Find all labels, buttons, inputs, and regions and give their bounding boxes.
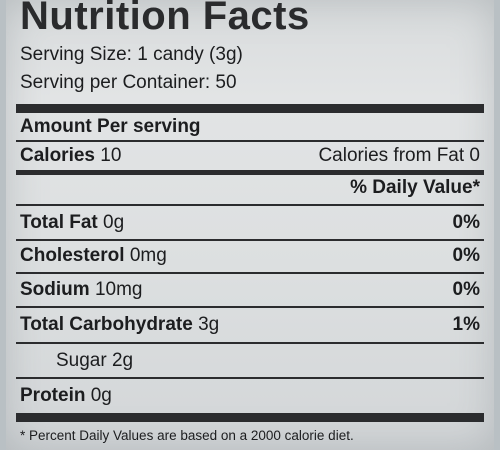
nutrient-label: Cholesterol <box>20 245 125 266</box>
nutrient-amount: 0g <box>90 385 112 406</box>
nutrient-amount: 2g <box>111 350 134 371</box>
nutrient-amount: 3g <box>198 314 220 335</box>
nutrient-amount: 0g <box>103 212 125 233</box>
divider <box>16 204 484 206</box>
nutrient-label: Sodium <box>20 279 90 300</box>
nutrient-label: Protein <box>20 385 86 406</box>
nutrition-label: Nutrition Facts Serving Size: 1 candy (3… <box>6 0 494 450</box>
serving-size: Serving Size: 1 candy (3g) <box>20 44 243 65</box>
nutrient-label: Total Carbohydrate <box>20 314 193 335</box>
nutrition-facts-title: Nutrition Facts <box>20 0 310 38</box>
nutrient-row-cholesterol: Cholesterol 0mg 0% <box>20 245 480 267</box>
medium-divider <box>16 170 484 175</box>
divider <box>16 140 484 142</box>
nutrient-amount: 0mg <box>129 245 167 266</box>
nutrient-daily-value: 0% <box>452 245 480 266</box>
nutrient-row-sodium: Sodium 10mg 0% <box>20 279 480 301</box>
amount-per-serving: Amount Per serving <box>20 116 201 137</box>
calories-row: Calories 10 Calories from Fat 0 <box>20 145 480 167</box>
divider <box>16 342 484 344</box>
nutrient-daily-value: 0% <box>452 212 480 233</box>
nutrient-daily-value: 0% <box>452 279 480 300</box>
thick-divider <box>16 413 484 422</box>
calories-label: Calories <box>20 145 95 166</box>
divider <box>16 377 484 379</box>
footnote: * Percent Daily Values are based on a 20… <box>20 428 354 443</box>
calories-from-fat: Calories from Fat 0 <box>318 145 480 166</box>
calories-value: 10 <box>100 145 122 166</box>
divider <box>16 272 484 274</box>
nutrient-row-sugar: Sugar 2g <box>56 350 480 372</box>
divider <box>16 306 484 308</box>
nutrient-label: Sugar <box>56 350 107 371</box>
nutrient-label: Total Fat <box>20 212 98 233</box>
nutrient-amount: 10mg <box>94 279 143 300</box>
nutrient-daily-value: 1% <box>452 314 480 335</box>
servings-per-container: Serving per Container: 50 <box>20 72 237 93</box>
daily-value-header: % Daily Value* <box>350 177 480 198</box>
thick-divider <box>16 104 484 113</box>
nutrient-row-total-fat: Total Fat 0g 0% <box>20 212 480 234</box>
divider <box>16 239 484 241</box>
nutrient-row-total-carbohydrate: Total Carbohydrate 3g 1% <box>20 314 480 336</box>
nutrient-row-protein: Protein 0g <box>20 385 480 407</box>
